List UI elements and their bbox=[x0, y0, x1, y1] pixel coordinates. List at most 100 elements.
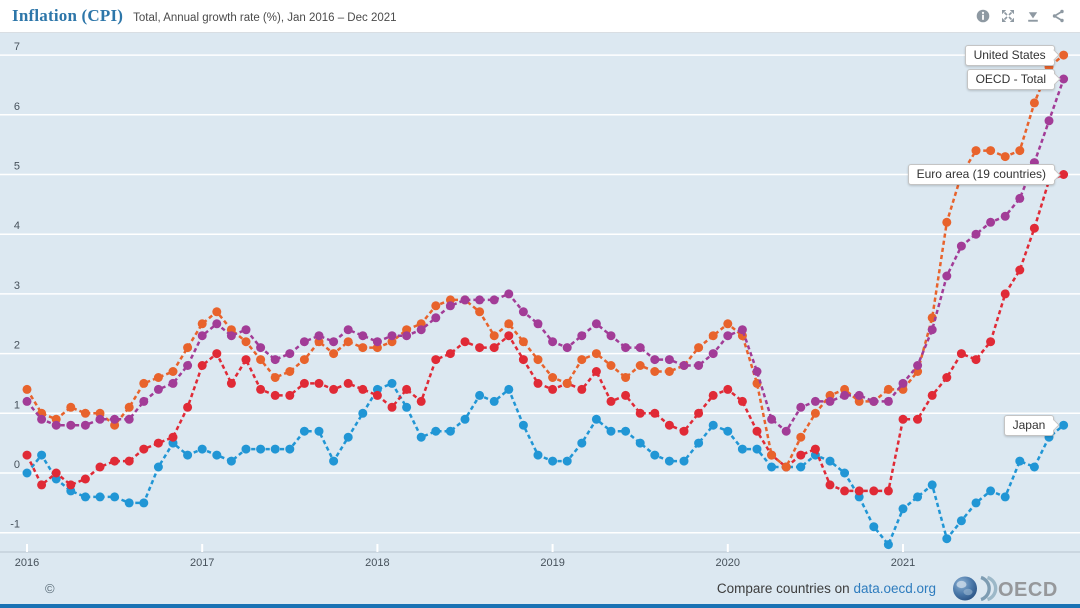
data-point[interactable] bbox=[80, 420, 90, 430]
data-point[interactable] bbox=[445, 301, 455, 311]
series-label-japan[interactable]: Japan bbox=[1003, 414, 1060, 436]
data-point[interactable] bbox=[168, 378, 178, 388]
data-point[interactable] bbox=[402, 331, 412, 341]
data-point[interactable] bbox=[358, 343, 368, 353]
data-point[interactable] bbox=[489, 331, 499, 341]
data-point[interactable] bbox=[869, 396, 879, 406]
series-euro-area-19-countries[interactable] bbox=[22, 170, 1069, 496]
data-point[interactable] bbox=[139, 498, 149, 508]
data-point[interactable] bbox=[708, 349, 718, 359]
data-point[interactable] bbox=[913, 492, 923, 502]
download-button[interactable] bbox=[1025, 8, 1041, 24]
data-point[interactable] bbox=[518, 307, 528, 317]
data-point[interactable] bbox=[942, 534, 952, 544]
data-point[interactable] bbox=[314, 426, 324, 436]
data-point[interactable] bbox=[37, 450, 47, 460]
data-point[interactable] bbox=[694, 343, 704, 353]
data-point[interactable] bbox=[664, 355, 674, 365]
data-point[interactable] bbox=[212, 319, 222, 329]
data-point[interactable] bbox=[402, 402, 412, 412]
series-label-euro-area-19-countries[interactable]: Euro area (19 countries) bbox=[907, 164, 1061, 185]
data-point[interactable] bbox=[475, 390, 485, 400]
data-point[interactable] bbox=[343, 378, 353, 388]
data-point[interactable] bbox=[358, 331, 368, 341]
data-point[interactable] bbox=[299, 337, 309, 347]
data-point[interactable] bbox=[139, 396, 149, 406]
data-point[interactable] bbox=[606, 331, 616, 341]
data-point[interactable] bbox=[183, 361, 193, 370]
data-point[interactable] bbox=[562, 456, 572, 466]
data-point[interactable] bbox=[66, 420, 76, 430]
data-point[interactable] bbox=[664, 367, 674, 376]
data-point[interactable] bbox=[664, 420, 674, 430]
data-point[interactable] bbox=[1000, 211, 1010, 221]
data-point[interactable] bbox=[1000, 152, 1010, 162]
data-point[interactable] bbox=[95, 462, 105, 472]
data-point[interactable] bbox=[270, 373, 280, 382]
data-point[interactable] bbox=[110, 456, 120, 466]
data-point[interactable] bbox=[37, 480, 47, 490]
data-point[interactable] bbox=[22, 450, 32, 460]
data-point[interactable] bbox=[197, 361, 207, 370]
data-point[interactable] bbox=[124, 456, 134, 466]
data-point[interactable] bbox=[825, 396, 835, 406]
data-point[interactable] bbox=[212, 450, 222, 460]
data-point[interactable] bbox=[80, 408, 90, 418]
data-point[interactable] bbox=[606, 361, 616, 370]
data-point[interactable] bbox=[504, 289, 514, 299]
data-point[interactable] bbox=[621, 390, 631, 400]
data-point[interactable] bbox=[212, 349, 222, 359]
data-point[interactable] bbox=[489, 343, 499, 353]
data-point[interactable] bbox=[95, 414, 105, 424]
data-point[interactable] bbox=[22, 468, 32, 478]
data-point[interactable] bbox=[475, 295, 485, 305]
data-point[interactable] bbox=[883, 396, 893, 406]
data-point[interactable] bbox=[927, 480, 937, 490]
data-point[interactable] bbox=[986, 146, 996, 156]
data-point[interactable] bbox=[548, 373, 558, 382]
data-point[interactable] bbox=[489, 295, 499, 305]
data-point[interactable] bbox=[1029, 462, 1039, 472]
fullscreen-button[interactable] bbox=[1000, 8, 1016, 24]
data-point[interactable] bbox=[1044, 116, 1054, 126]
data-point[interactable] bbox=[737, 396, 747, 406]
data-point[interactable] bbox=[168, 432, 178, 442]
data-point[interactable] bbox=[854, 390, 864, 400]
data-point[interactable] bbox=[299, 426, 309, 436]
data-point[interactable] bbox=[913, 361, 923, 370]
data-point[interactable] bbox=[650, 367, 660, 376]
data-point[interactable] bbox=[168, 367, 178, 376]
data-point[interactable] bbox=[285, 367, 295, 376]
data-point[interactable] bbox=[737, 444, 747, 454]
data-point[interactable] bbox=[883, 540, 893, 550]
data-point[interactable] bbox=[913, 414, 923, 424]
data-point[interactable] bbox=[153, 438, 163, 448]
data-point[interactable] bbox=[1059, 170, 1069, 179]
series-label-oecd-total[interactable]: OECD - Total bbox=[966, 68, 1061, 90]
data-point[interactable] bbox=[1059, 74, 1069, 84]
data-point[interactable] bbox=[1059, 420, 1069, 430]
data-point[interactable] bbox=[1015, 456, 1025, 466]
series-united-states[interactable] bbox=[22, 50, 1069, 472]
data-point[interactable] bbox=[431, 355, 441, 365]
data-point[interactable] bbox=[956, 349, 966, 359]
data-point[interactable] bbox=[1015, 146, 1025, 156]
data-point[interactable] bbox=[153, 373, 163, 382]
data-point[interactable] bbox=[752, 367, 762, 376]
data-point[interactable] bbox=[723, 319, 733, 329]
data-point[interactable] bbox=[183, 450, 193, 460]
data-point[interactable] bbox=[810, 408, 820, 418]
data-point[interactable] bbox=[708, 390, 718, 400]
data-point[interactable] bbox=[504, 384, 514, 394]
data-point[interactable] bbox=[971, 146, 981, 156]
data-point[interactable] bbox=[460, 295, 470, 305]
data-point[interactable] bbox=[241, 325, 251, 335]
data-point[interactable] bbox=[898, 378, 908, 388]
data-point[interactable] bbox=[971, 229, 981, 239]
data-point[interactable] bbox=[752, 444, 762, 454]
data-point[interactable] bbox=[621, 373, 631, 382]
data-point[interactable] bbox=[591, 349, 601, 359]
data-point[interactable] bbox=[226, 456, 236, 466]
data-point[interactable] bbox=[343, 432, 353, 442]
data-point[interactable] bbox=[694, 438, 704, 448]
